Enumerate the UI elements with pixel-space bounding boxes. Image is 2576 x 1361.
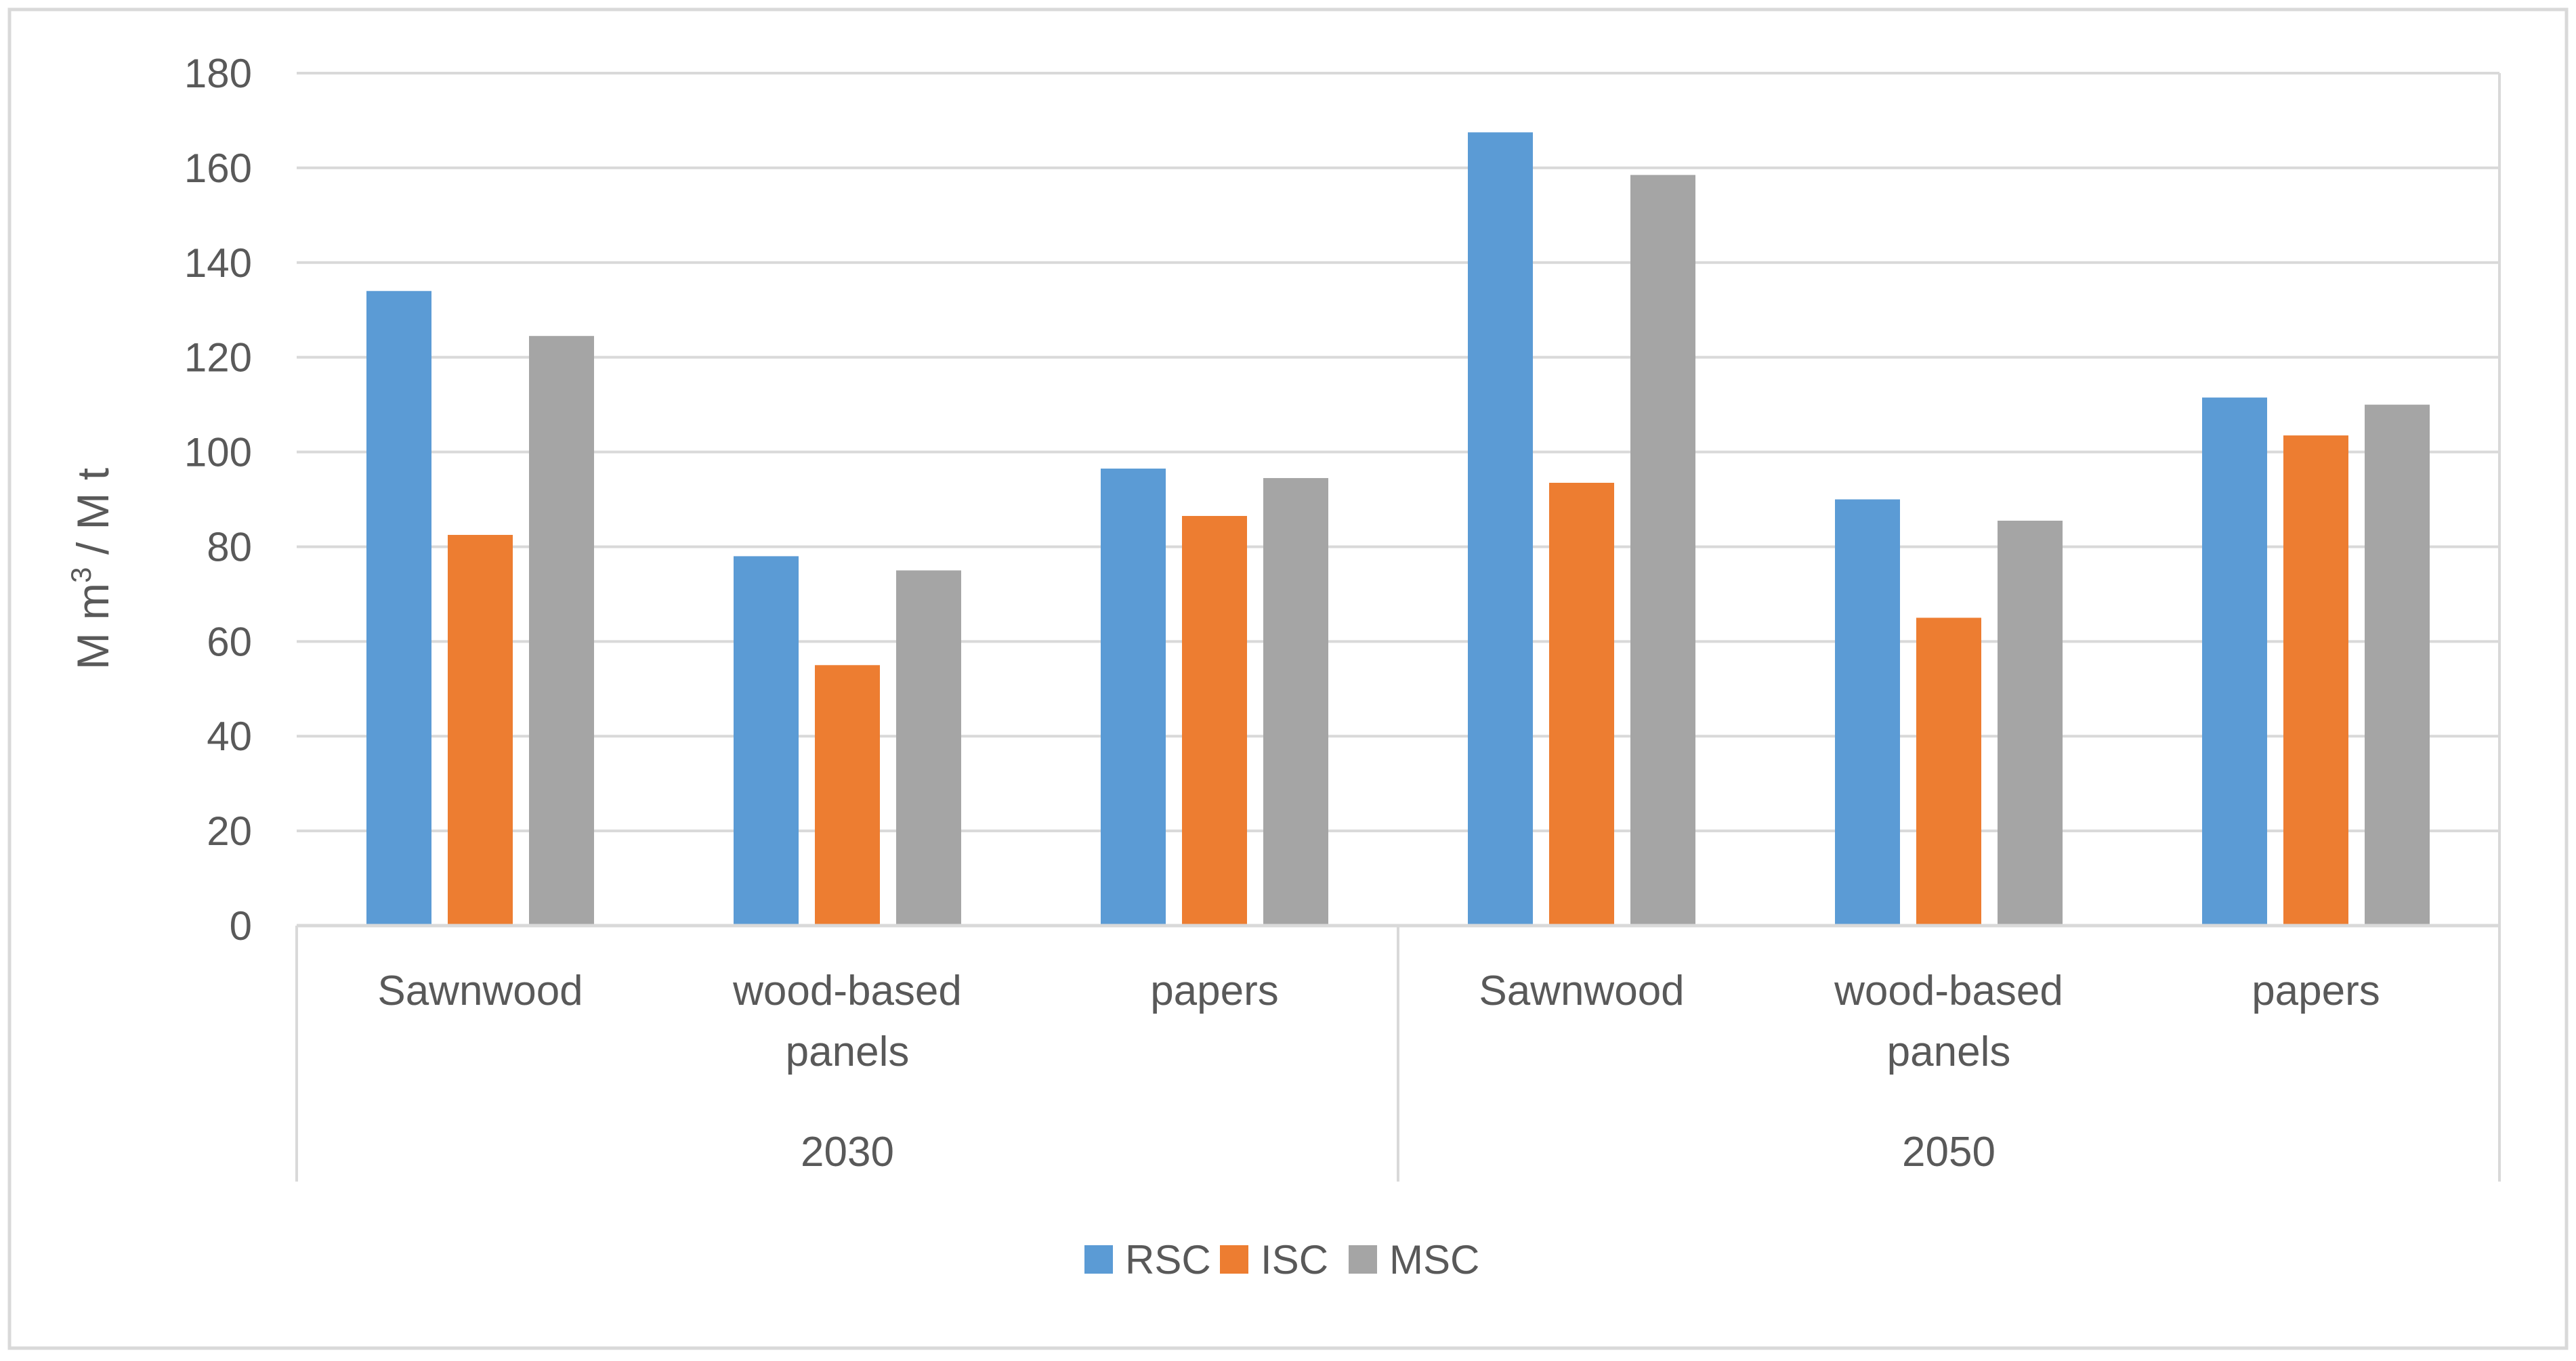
y-tick-label: 0 (230, 903, 252, 949)
category-label: wood-based (1834, 968, 2063, 1014)
bar-isc (448, 534, 513, 926)
y-axis-title-suffix: / M t (68, 468, 118, 567)
y-tick-label: 20 (207, 808, 252, 854)
legend-entry-isc: ISC (1220, 1237, 1328, 1282)
bar-msc (1263, 478, 1328, 926)
y-axis-title-superscript: 3 (65, 567, 97, 583)
gridlines (297, 72, 2499, 833)
legend-label: MSC (1389, 1237, 1479, 1282)
legend-entry-msc: MSC (1349, 1237, 1479, 1282)
category-label: panels (1887, 1029, 2011, 1075)
y-tick-label: 180 (184, 51, 252, 96)
category-label: wood-based (732, 968, 962, 1014)
y-axis: 0 20 40 60 80 100 120 140 160 180 (184, 51, 252, 949)
bar-isc (1182, 515, 1247, 926)
y-tick-label: 40 (207, 714, 252, 759)
y-tick-label: 80 (207, 524, 252, 569)
bars (366, 132, 2430, 926)
y-tick-label: 60 (207, 619, 252, 664)
bar-msc (1630, 175, 1695, 926)
y-axis-title: M m3 / M t (65, 468, 118, 670)
bar-rsc (2202, 397, 2267, 926)
bar-isc (1549, 483, 1614, 926)
group-label: 2050 (1902, 1129, 1996, 1175)
legend-swatch (1084, 1245, 1113, 1274)
bar-rsc (734, 556, 799, 926)
y-axis-title-prefix: M m (68, 583, 118, 670)
category-label: Sawnwood (1479, 968, 1684, 1014)
bar-msc (2365, 404, 2430, 926)
category-label: papers (2252, 968, 2380, 1014)
legend-label: RSC (1125, 1237, 1211, 1282)
bar-isc (815, 665, 880, 926)
category-label: Sawnwood (377, 968, 583, 1014)
bar-rsc (1835, 499, 1900, 926)
y-tick-label: 100 (184, 430, 252, 475)
bar-msc (896, 570, 961, 926)
y-tick-label: 160 (184, 146, 252, 191)
group-label: 2030 (801, 1129, 894, 1175)
bar-msc (1998, 520, 2063, 926)
bar-rsc (1101, 469, 1166, 926)
bar-isc (2283, 435, 2348, 926)
x-axis: 2030 Sawnwood wood-based panels papers 2050 Sa… (295, 73, 2501, 1182)
category-label: panels (786, 1029, 910, 1075)
legend-swatch (1349, 1245, 1377, 1274)
legend-entry-rsc: RSC (1084, 1237, 1211, 1282)
y-tick-label: 120 (184, 335, 252, 381)
y-tick-label: 140 (184, 240, 252, 286)
bar-msc (529, 336, 594, 926)
legend-swatch (1220, 1245, 1248, 1274)
category-label: papers (1150, 968, 1279, 1014)
bar-isc (1916, 618, 1981, 926)
bar-rsc (1468, 132, 1533, 926)
legend: RSC ISC MSC (1084, 1237, 1479, 1282)
bar-rsc (366, 290, 431, 926)
legend-label: ISC (1261, 1237, 1328, 1282)
